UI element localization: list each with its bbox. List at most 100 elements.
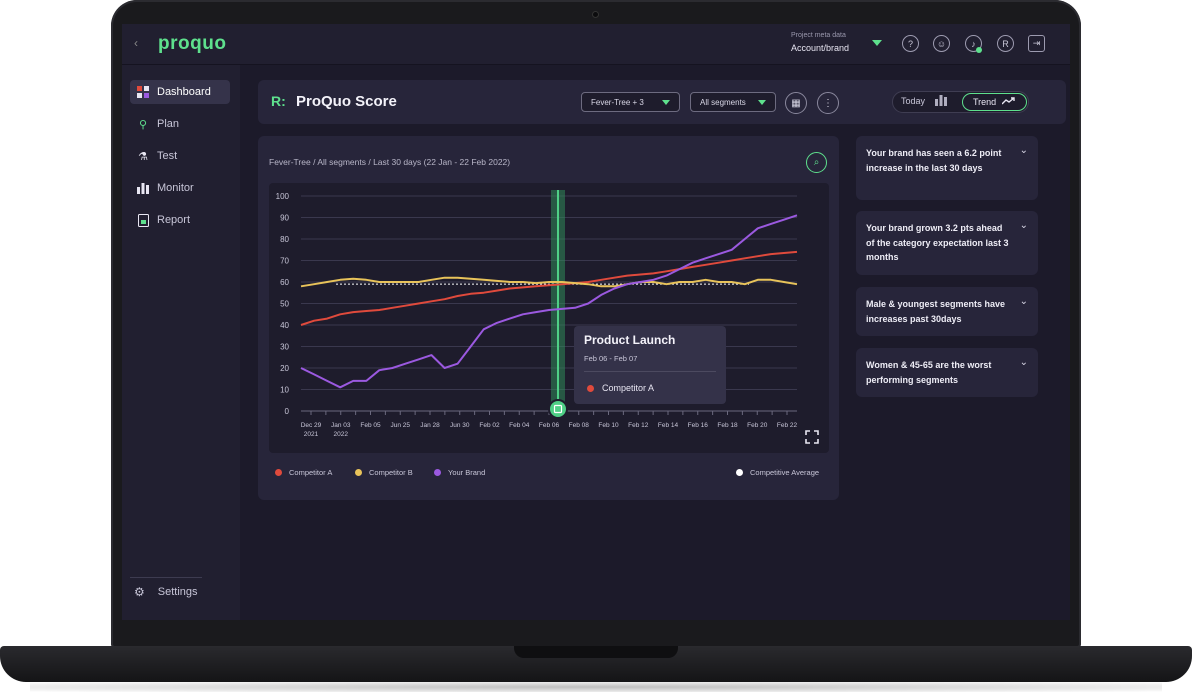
chevron-down-icon (758, 100, 766, 105)
x-tick-label: Dec 29 (301, 422, 322, 429)
chevron-down-icon[interactable]: ⌄ (1019, 296, 1028, 307)
chevron-down-icon[interactable]: ⌄ (1019, 357, 1028, 368)
y-tick-label: 70 (280, 257, 289, 266)
brand-icon[interactable]: R (997, 35, 1014, 52)
tooltip-dates: Feb 06 - Feb 07 (584, 354, 638, 363)
logout-icon[interactable]: ⇥ (1028, 35, 1045, 52)
sidebar-item-plan[interactable]: ⚲ Plan (130, 112, 230, 136)
proquo-logo[interactable]: proquo (158, 33, 227, 54)
y-tick-label: 60 (280, 278, 289, 287)
sidebar-item-monitor[interactable]: Monitor (130, 176, 230, 200)
x-tick-label: Feb 05 (360, 422, 381, 429)
plan-icon: ⚲ (138, 118, 148, 131)
toggle-trend[interactable]: Trend (962, 93, 1027, 111)
x-tick-label: Feb 08 (569, 422, 590, 429)
score-chart-card: Fever-Tree / All segments / Last 30 days… (258, 136, 839, 500)
brand-filter-select[interactable]: Fever-Tree + 3 (581, 92, 680, 112)
insight-text: Your brand grown 3.2 pts ahead of the ca… (866, 223, 1009, 262)
sidebar-item-label: Report (157, 214, 191, 226)
project-meta-label: Project meta data (791, 32, 846, 39)
zoom-icon: ⌕ (813, 157, 820, 168)
chevron-down-icon[interactable]: ⌄ (1019, 220, 1028, 231)
x-tick-label: Jun 30 (450, 422, 470, 429)
legend-label: Competitive Average (750, 468, 820, 477)
legend-label: Your Brand (448, 468, 486, 477)
zoom-button[interactable]: ⌕ (806, 152, 827, 173)
legend-competitor-a[interactable]: Competitor A (275, 468, 332, 477)
insight-card[interactable]: Women & 45-65 are the worst performing s… (856, 348, 1038, 397)
sidebar-item-dashboard[interactable]: Dashboard (130, 80, 230, 104)
y-tick-label: 10 (280, 386, 289, 395)
back-icon[interactable]: ‹ (134, 36, 138, 50)
tooltip-series-label: Competitor A (602, 383, 655, 393)
proquo-score-icon: R: (271, 93, 286, 109)
toggle-today[interactable]: Today (901, 96, 926, 106)
toggle-trend-label: Trend (973, 97, 997, 107)
chart-tooltip: Product Launch Feb 06 - Feb 07 Competito… (574, 326, 726, 404)
y-tick-label: 0 (285, 407, 290, 416)
x-tick-label: Feb 04 (509, 422, 530, 429)
x-tick-label: Feb 02 (479, 422, 500, 429)
report-icon (136, 213, 150, 227)
insight-text: Your brand has seen a 6.2 point increase… (866, 148, 1002, 173)
webcam (593, 12, 598, 17)
settings-label: Settings (157, 586, 198, 598)
y-tick-label: 50 (280, 300, 289, 309)
project-dropdown-icon[interactable] (872, 40, 882, 46)
x-tick-label: 2021 (304, 431, 319, 438)
legend-competitive-average[interactable]: Competitive Average (736, 468, 819, 477)
insight-card[interactable]: Male & youngest segments have increases … (856, 287, 1038, 336)
sidebar-item-label: Test (157, 150, 178, 162)
calendar-button[interactable]: ▦ (785, 92, 807, 114)
x-tick-label: Feb 06 (539, 422, 560, 429)
legend-dot (275, 469, 282, 476)
tooltip-title: Product Launch (584, 333, 676, 347)
calendar-icon (553, 404, 563, 414)
sidebar-item-label: Plan (157, 118, 180, 130)
dashboard-icon (136, 85, 150, 99)
x-tick-label: 2022 (334, 431, 349, 438)
insight-card[interactable]: Your brand grown 3.2 pts ahead of the ca… (856, 211, 1038, 275)
project-meta-value[interactable]: Account/brand (791, 43, 850, 53)
help-icon[interactable]: ? (902, 35, 919, 52)
calendar-icon: ▦ (791, 97, 801, 109)
top-bar: ‹ proquo Project meta data Account/brand… (122, 24, 1070, 65)
legend-dot (355, 469, 362, 476)
x-tick-label: Feb 10 (598, 422, 619, 429)
insight-card[interactable]: Your brand has seen a 6.2 point increase… (856, 136, 1038, 200)
laptop-shadow (30, 682, 1162, 692)
legend-your-brand[interactable]: Your Brand (434, 468, 485, 477)
y-tick-label: 80 (280, 235, 289, 244)
legend-label: Competitor A (289, 468, 333, 477)
series-line-your-brand (300, 214, 798, 389)
sidebar-item-settings[interactable]: ⚙ Settings (134, 585, 198, 599)
segment-filter-select[interactable]: All segments (690, 92, 776, 112)
sidebar-item-report[interactable]: Report (130, 208, 230, 232)
monitor-icon (136, 181, 150, 195)
sidebar: Dashboard ⚲ Plan ⚗ Test Monitor Report ⚙… (122, 65, 240, 620)
y-tick-label: 20 (280, 364, 289, 373)
chevron-down-icon[interactable]: ⌄ (1019, 145, 1028, 156)
segment-filter-value: All segments (700, 97, 746, 107)
user-icon[interactable]: ☺ (933, 35, 950, 52)
y-tick-label: 90 (280, 214, 289, 223)
y-tick-label: 100 (276, 192, 290, 201)
bar-chart-icon[interactable] (935, 95, 947, 109)
legend-dot (434, 469, 441, 476)
more-options-button[interactable]: ⋮ (817, 92, 839, 114)
legend-competitor-b[interactable]: Competitor B (355, 468, 413, 477)
score-header: R: ProQuo Score Fever-Tree + 3 All segme… (258, 80, 1066, 124)
x-tick-label: Feb 14 (658, 422, 679, 429)
x-tick-label: Feb 22 (777, 422, 798, 429)
gear-icon: ⚙ (134, 585, 145, 599)
x-tick-label: Feb 20 (747, 422, 768, 429)
x-tick-label: Feb 12 (628, 422, 649, 429)
insight-text: Male & youngest segments have increases … (866, 299, 1006, 324)
sidebar-item-test[interactable]: ⚗ Test (130, 144, 230, 168)
sidebar-item-label: Monitor (157, 182, 194, 194)
legend-label: Competitor B (369, 468, 413, 477)
trend-up-icon (1001, 97, 1015, 107)
legend-dot (736, 469, 743, 476)
sidebar-divider (130, 577, 202, 578)
notification-icon[interactable]: ♪ (965, 35, 982, 52)
